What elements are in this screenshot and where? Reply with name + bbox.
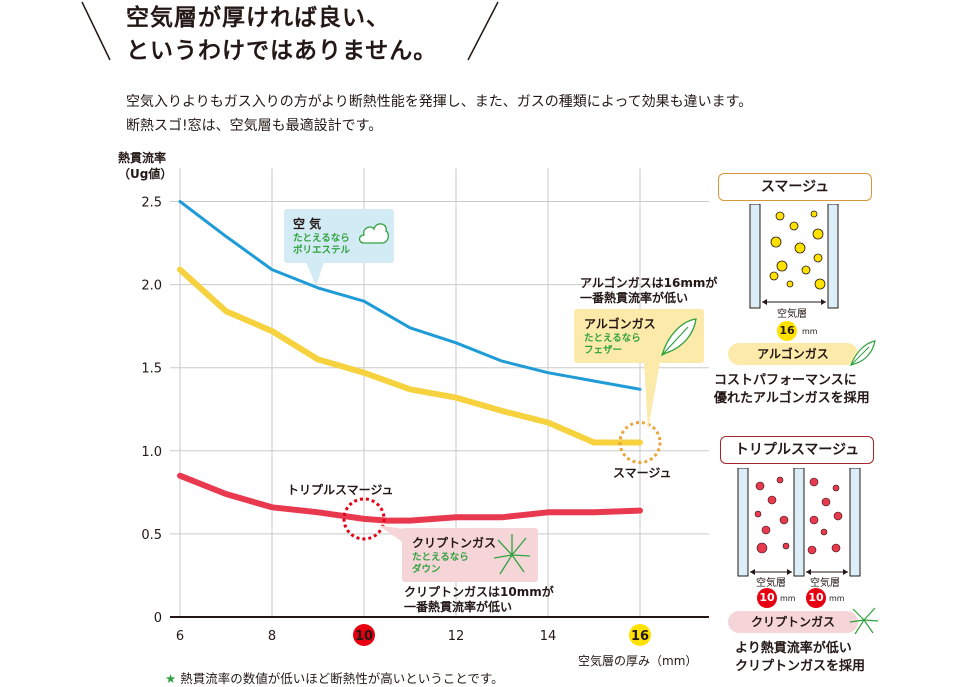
smarge-layer-label: 空気層 [777, 309, 807, 320]
x-tick-label: 10 [355, 629, 373, 644]
feather-icon-small [849, 340, 876, 366]
footnote: ★ 熱貫流率の数値が低いほど断熱性が高いということです。 [165, 671, 504, 686]
cotton-icon [358, 223, 389, 244]
argon-bubble: アルゴンガス たとえるなら フェザー [574, 309, 704, 363]
triple-thickness-badge-2: 10 [806, 588, 826, 608]
triple-point-label: トリプルスマージュ [287, 483, 394, 497]
air-bubble: 空 気 たとえるなら ポリエステル [284, 209, 394, 263]
highlight-ring-krypton-min [342, 497, 386, 541]
krypton-bubble: クリプトンガス たとえるなら ダウン [402, 528, 538, 582]
y-axis-label: 熱貫流率 （Ug値） [118, 151, 173, 181]
smarge-thickness-badge: 16 [777, 321, 797, 341]
headline-slashes [81, 1, 499, 61]
smarge-title: スマージュ [718, 173, 872, 201]
triple-glass-diagram [737, 468, 861, 577]
triple-caption: より熱貫流率が低い クリプトンガスを採用 [735, 641, 866, 674]
triple-layer-label-2: 空気層 [810, 578, 840, 589]
headline: 空気層が厚ければ良い、 というわけではありません。 [126, 2, 437, 68]
y-tick-label: 1.5 [141, 362, 162, 377]
triple-unit-2: mm [829, 594, 845, 603]
y-tick-label: 2.5 [141, 196, 162, 211]
series-line-argon [177, 266, 643, 446]
krypton-bubble-pointer [378, 525, 404, 543]
feather-icon [660, 318, 697, 357]
x-axis-label: 空気層の厚み（mm） [578, 654, 698, 668]
headline-line-1: 空気層が厚ければ良い、 [126, 5, 390, 31]
y-tick-label: 1.0 [141, 445, 162, 460]
series-line-krypton [177, 472, 643, 524]
highlight-ring-argon-min [618, 420, 662, 464]
x-tick-badge [629, 624, 651, 646]
krypton-note: クリプトンガスは10mmが 一番熱貫流率が低い [404, 585, 554, 614]
triple-thickness-badge-1: 10 [757, 588, 777, 608]
lead-line-1: 空気入りよりもガス入りの方がより断熱性能を発揮し、また、ガスの種類によって効果も… [126, 94, 753, 110]
smarge-unit: mm [802, 327, 818, 336]
down-icon [493, 534, 531, 575]
x-tick-label: 12 [448, 629, 465, 644]
smarge-caption: コストパフォーマンスに 優れたアルゴンガスを採用 [714, 373, 870, 406]
headline-line-2: というわけではありません。 [126, 38, 438, 64]
argon-bubble-pointer [644, 362, 660, 430]
smarge-gas-pill: アルゴンガス [728, 343, 858, 365]
y-tick-label: 0 [154, 611, 162, 626]
smarge-point-label: スマージュ [613, 466, 672, 480]
air-bubble-pointer [306, 262, 324, 286]
triple-unit-1: mm [780, 594, 796, 603]
lead-text: 空気入りよりもガス入りの方がより断熱性能を発揮し、また、ガスの種類によって効果も… [126, 90, 752, 138]
triple-gas-pill: クリプトンガス [728, 611, 858, 633]
x-tick-label: 14 [540, 629, 557, 644]
y-tick-label: 2.0 [141, 279, 162, 294]
x-tick-label: 16 [631, 629, 649, 644]
down-icon-small [849, 607, 879, 635]
triple-layer-label-1: 空気層 [756, 578, 786, 589]
triple-title: トリプルスマージュ [720, 436, 874, 464]
y-tick-label: 0.5 [141, 528, 162, 543]
argon-note: アルゴンガスは16mmが 一番熱貫流率が低い [580, 276, 718, 305]
x-tick-badge [353, 624, 375, 646]
x-tick-label: 8 [268, 629, 276, 644]
x-tick-label: 6 [176, 629, 184, 644]
series-line-air [178, 200, 642, 391]
star-icon: ★ [165, 671, 177, 686]
lead-line-2: 断熱スゴ!窓は、空気層も最適設計です。 [126, 118, 383, 134]
smarge-glass-diagram [749, 204, 839, 309]
